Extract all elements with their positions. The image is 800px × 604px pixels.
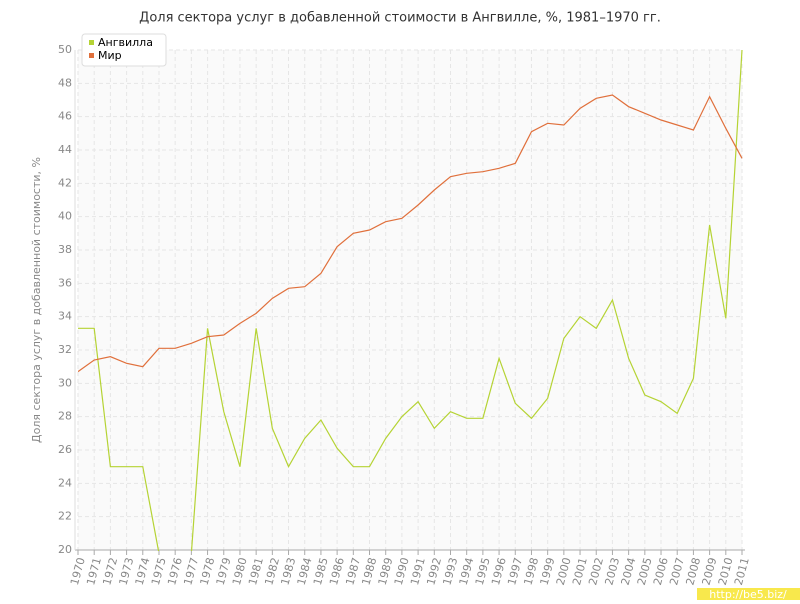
- y-tick-label: 20: [58, 543, 72, 556]
- legend-swatch: [89, 53, 94, 58]
- y-tick-label: 48: [58, 76, 72, 89]
- legend-label: Ангвилла: [98, 36, 153, 49]
- y-tick-label: 42: [58, 176, 72, 189]
- y-tick-label: 24: [58, 476, 72, 489]
- y-tick-label: 30: [58, 376, 72, 389]
- y-tick-label: 32: [58, 343, 72, 356]
- y-tick-label: 34: [58, 310, 72, 323]
- y-tick-label: 28: [58, 410, 72, 423]
- y-axis-label: Доля сектора услуг в добавленной стоимос…: [30, 157, 43, 443]
- y-tick-label: 36: [58, 276, 72, 289]
- legend-box: [81, 33, 167, 67]
- series-line: [78, 94, 743, 373]
- plot-area: [78, 50, 742, 550]
- y-tick-label: 44: [58, 143, 72, 156]
- watermark-box: [697, 588, 800, 600]
- y-tick-label: 46: [58, 110, 72, 123]
- y-tick-label: 40: [58, 210, 72, 223]
- legend-label: Мир: [98, 49, 122, 62]
- y-tick-label: 22: [58, 510, 72, 523]
- y-tick-label: 26: [58, 443, 72, 456]
- chart-title: Доля сектора услуг в добавленной стоимос…: [139, 11, 661, 26]
- legend-swatch: [89, 40, 94, 45]
- watermark: http://be5.biz/: [709, 588, 787, 600]
- y-tick-label: 38: [58, 243, 72, 256]
- series-line: [78, 49, 743, 551]
- y-tick-label: 50: [58, 43, 72, 56]
